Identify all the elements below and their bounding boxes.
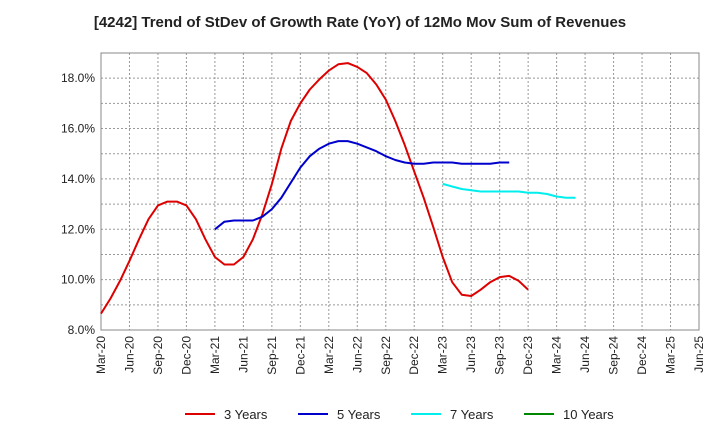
- x-tick-label: Mar-21: [208, 336, 222, 374]
- y-tick-label: 12.0%: [61, 222, 95, 236]
- x-tick-label: Mar-20: [94, 336, 108, 374]
- series-line-7-years: [442, 182, 576, 199]
- x-tick-label: Jun-23: [464, 336, 478, 373]
- grid: [100, 52, 700, 331]
- x-tick-label: Mar-23: [436, 336, 450, 374]
- x-tick-label: Sep-20: [151, 336, 165, 375]
- y-axis: 8.0% 10.0% 12.0% 14.0% 16.0% 18.0%: [61, 71, 95, 337]
- x-tick-label: Dec-21: [293, 336, 307, 375]
- legend-label: 7 Years: [450, 407, 494, 422]
- x-tick-label: Mar-24: [550, 336, 564, 374]
- x-tick-label: Jun-24: [578, 336, 592, 373]
- x-tick-label: Sep-21: [265, 336, 279, 375]
- x-tick-label: Dec-20: [179, 336, 193, 375]
- chart-title: [4242] Trend of StDev of Growth Rate (Yo…: [93, 14, 627, 31]
- x-tick-label: Jun-21: [236, 336, 250, 373]
- x-tick-label: Sep-22: [379, 336, 393, 375]
- x-axis: Mar-20 Jun-20 Sep-20 Dec-20 Mar-21 Jun-21 Sep-…: [94, 336, 706, 375]
- x-tick-label: Jun-22: [350, 336, 364, 373]
- y-tick-label: 16.0%: [61, 122, 95, 136]
- y-tick-label: 14.0%: [61, 172, 95, 186]
- x-tick-label: Sep-24: [607, 336, 621, 375]
- x-tick-label: Sep-23: [493, 336, 507, 375]
- x-tick-label: Jun-25: [692, 336, 706, 373]
- series-line-3-years: [100, 62, 529, 315]
- plot-frame: [100, 52, 700, 331]
- legend-label: 10 Years: [563, 407, 614, 422]
- y-tick-label: 10.0%: [61, 273, 95, 287]
- y-tick-label: 8.0%: [68, 323, 96, 337]
- x-tick-label: Jun-20: [122, 336, 136, 373]
- x-tick-label: Mar-25: [664, 336, 678, 374]
- series-line-5-years: [214, 140, 510, 231]
- x-tick-label: Mar-22: [322, 336, 336, 374]
- y-tick-label: 18.0%: [61, 71, 95, 85]
- series-group: [100, 62, 576, 315]
- x-tick-label: Dec-24: [635, 336, 649, 375]
- legend-label: 5 Years: [337, 407, 381, 422]
- x-tick-label: Dec-23: [521, 336, 535, 375]
- legend: 3 Years 5 Years 7 Years 10 Years: [185, 407, 614, 422]
- legend-label: 3 Years: [224, 407, 268, 422]
- x-tick-label: Dec-22: [407, 336, 421, 375]
